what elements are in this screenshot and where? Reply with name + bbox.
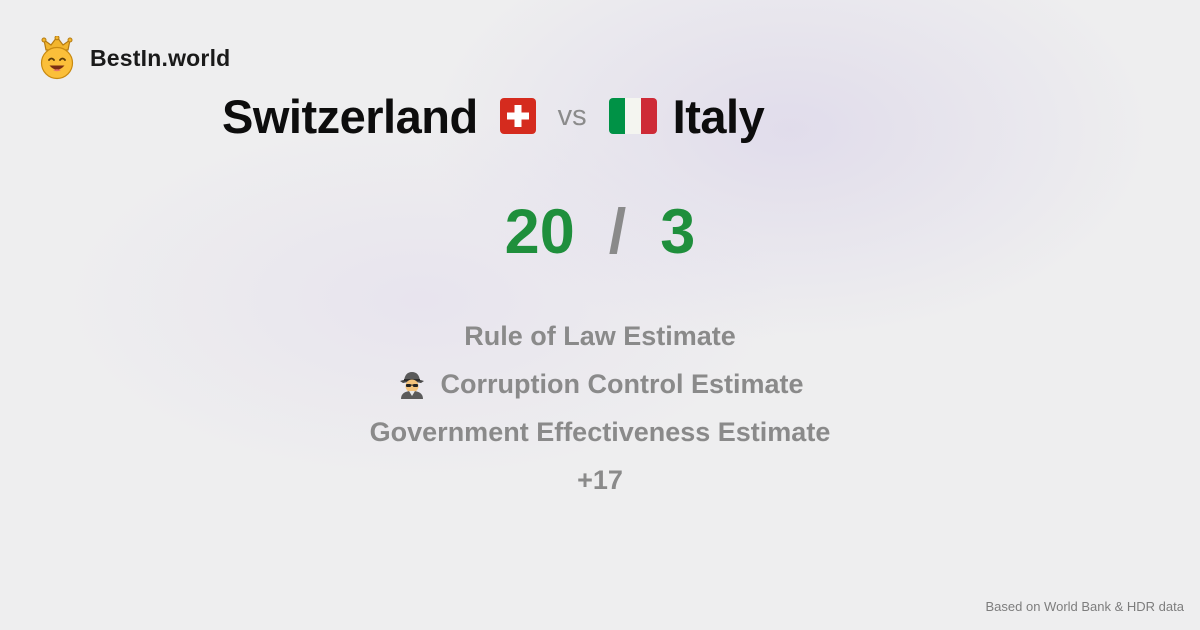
score-line: 20 / 3 — [0, 196, 1200, 268]
score-b: 3 — [660, 197, 696, 267]
score-a: 20 — [504, 197, 575, 267]
brand-logo[interactable]: BestIn.world — [38, 36, 230, 80]
vs-label: vs — [557, 99, 587, 132]
metric-item-rule-of-law: Rule of Law Estimate — [0, 312, 1200, 360]
switzerland-flag-icon — [499, 98, 536, 134]
detective-emoji-icon — [399, 371, 424, 399]
metric-label: Rule of Law Estimate — [464, 321, 736, 351]
metric-list: Rule of Law Estimate Corruption Control … — [0, 312, 1200, 504]
crowned-smiley-icon — [40, 36, 74, 80]
metric-item-government-effectiveness: Government Effectiveness Estimate — [0, 408, 1200, 456]
comparison-title: Switzerland vs Italy — [222, 88, 765, 144]
more-metrics-count: +17 — [577, 465, 623, 495]
metric-label: Government Effectiveness Estimate — [369, 417, 831, 447]
metric-label: Corruption Control Estimate — [440, 369, 804, 399]
data-source-note: Based on World Bank & HDR data — [985, 599, 1184, 614]
brand-name: BestIn.world — [90, 44, 231, 71]
country-a-name: Switzerland — [222, 89, 478, 143]
country-b-name: Italy — [672, 89, 765, 143]
metric-item-corruption-control: Corruption Control Estimate — [0, 360, 1200, 408]
score-separator: / — [608, 197, 627, 267]
italy-flag-icon — [608, 98, 657, 134]
